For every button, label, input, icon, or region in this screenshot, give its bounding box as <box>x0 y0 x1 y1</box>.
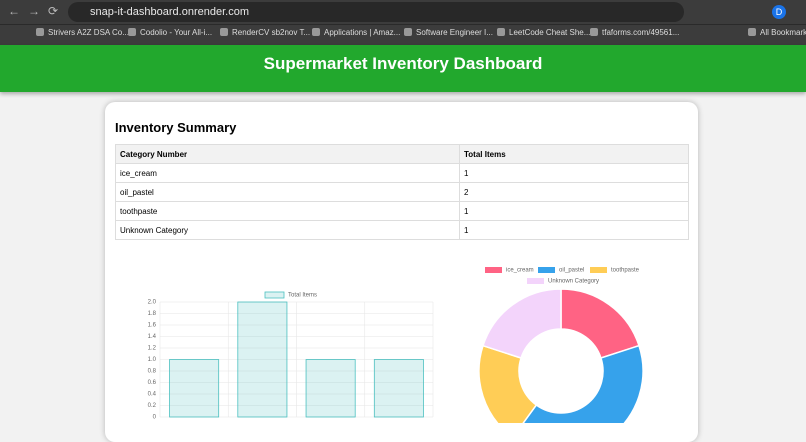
bar <box>373 359 424 418</box>
bookmark[interactable]: tfaforms.com/49561... <box>590 28 679 37</box>
y-tick-label: 0.2 <box>148 403 157 409</box>
doughnut-segment <box>478 344 538 423</box>
table-row: Unknown Category 1 <box>115 220 689 240</box>
address-bar[interactable]: snap-it-dashboard.onrender.com <box>68 2 684 22</box>
y-tick-label: 2.0 <box>148 300 157 306</box>
header-title: Supermarket Inventory Dashboard <box>263 54 543 73</box>
y-tick-label: 1.4 <box>148 334 157 340</box>
column-header: Total Items <box>459 144 689 164</box>
legend-swatch <box>264 291 285 299</box>
header-row: Category Number Total Items <box>115 144 689 164</box>
nav-buttons[interactable]: ←→⟳ <box>8 4 67 18</box>
doughnut-segment <box>522 344 644 423</box>
bookmarks-bar: Strivers A2Z DSA Co... Codolio - Your All… <box>0 24 806 45</box>
legend-swatch <box>590 267 607 273</box>
legend-label: Unknown Category <box>548 279 599 285</box>
y-tick-label: 0 <box>153 415 157 421</box>
profile[interactable]: D <box>772 5 786 19</box>
bookmark[interactable]: RenderCV sb2nov T... <box>220 28 310 37</box>
y-tick-label: 1.6 <box>148 323 157 329</box>
legend-label: Total Items <box>288 293 317 299</box>
doughnut-segment <box>482 288 562 359</box>
header: Supermarket Inventory Dashboard <box>0 45 806 92</box>
charts: 0 0.2 0.4 0.6 0.8 1.0 1.2 1.4 1.6 1.8 2.0 Total Ite… <box>148 267 644 423</box>
legend-swatch <box>538 267 555 273</box>
bookmark[interactable]: All Bookmarks <box>748 28 806 37</box>
legend-swatch <box>485 267 502 273</box>
y-tick-label: 0.6 <box>148 380 157 386</box>
bar <box>169 359 220 418</box>
bookmark[interactable]: Strivers A2Z DSA Co... <box>36 28 129 37</box>
summary-title: Inventory Summary <box>115 120 237 135</box>
legend-label: ice_cream <box>506 268 534 274</box>
page: ←→⟳ snap-it-dashboard.onrender.com D Str… <box>0 0 806 423</box>
bookmark[interactable]: Software Engineer I... <box>404 28 493 37</box>
legend-label: toothpaste <box>611 268 640 274</box>
doughnut-segment <box>560 288 640 359</box>
y-tick-label: 0.4 <box>148 392 157 398</box>
y-tick-label: 1.2 <box>148 346 157 352</box>
table-cell: 1 <box>459 220 689 240</box>
legend-label: oil_pastel <box>559 268 584 274</box>
bar <box>237 301 288 418</box>
bookmark[interactable]: Codolio - Your All-i... <box>128 28 212 37</box>
y-tick-label: 0.8 <box>148 369 157 375</box>
y-tick-label: 1.0 <box>148 357 157 363</box>
bar <box>305 359 356 418</box>
y-tick-label: 1.8 <box>148 311 157 317</box>
tab-bar: ←→⟳ snap-it-dashboard.onrender.com D <box>0 0 806 24</box>
column-header: Category Number <box>115 144 460 164</box>
bookmark[interactable]: Applications | Amaz... <box>312 28 400 37</box>
bookmark[interactable]: LeetCode Cheat She... <box>497 28 590 37</box>
table-row: ice_cream 1 <box>115 163 689 183</box>
summary-table: Category Number Total Items ice_cream 1 oil_… <box>115 144 689 240</box>
legend-swatch <box>527 278 544 284</box>
